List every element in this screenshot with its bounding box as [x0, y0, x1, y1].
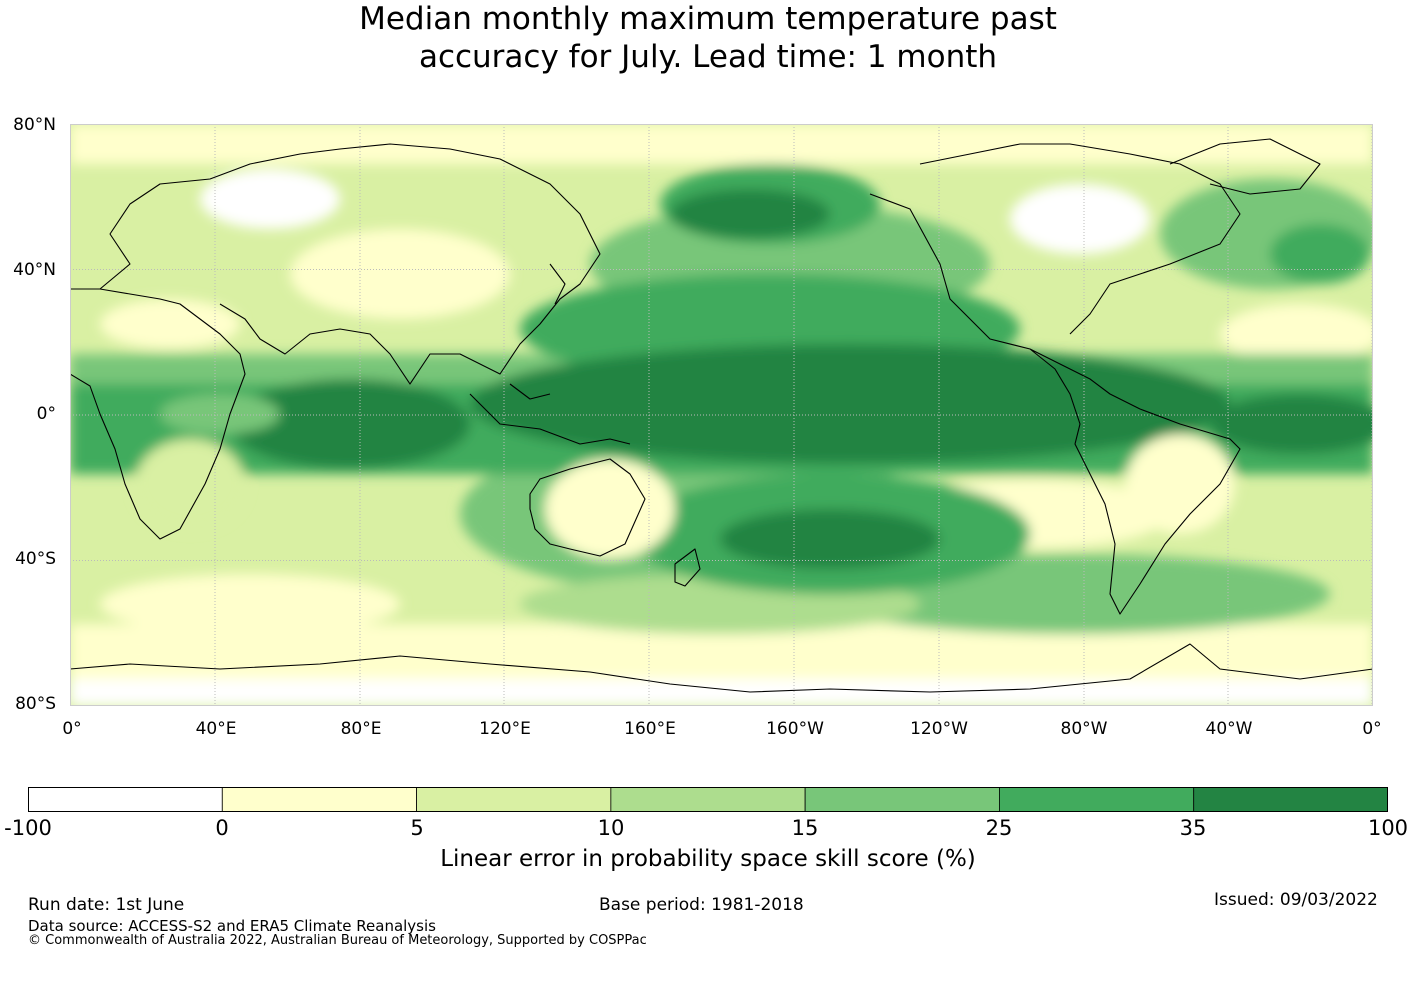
colorbar-tick: 35: [1179, 816, 1207, 840]
colorbar-tick: -100: [4, 816, 52, 840]
colorbar-segment: [221, 787, 417, 812]
data-source: Data source: ACCESS-S2 and ERA5 Climate …: [28, 917, 436, 935]
colorbar: [28, 787, 1388, 812]
lon-label-0-east: 0°: [1362, 719, 1382, 739]
lat-label-80s: 80°S: [15, 694, 56, 714]
run-date: Run date: 1st June: [28, 895, 185, 915]
lat-label-equator: 0°: [36, 404, 56, 424]
lon-label-40e: 40°E: [195, 719, 237, 739]
lon-label-120w: 120°W: [910, 719, 968, 739]
lon-label-80w: 80°W: [1060, 719, 1108, 739]
lon-label-0: 0°: [62, 719, 82, 739]
colorbar-segment: [416, 787, 612, 812]
colorbar-segment: [1193, 787, 1388, 812]
colorbar-segment: [804, 787, 1000, 812]
colorbar-border: [28, 787, 1388, 812]
lat-label-40s: 40°S: [15, 549, 56, 569]
title-line-2: accuracy for July. Lead time: 1 month: [418, 39, 998, 75]
lat-label-80n: 80°N: [13, 115, 56, 135]
colorbar-tick: 0: [215, 816, 229, 840]
colorbar-segment: [999, 787, 1195, 812]
colorbar-label: Linear error in probability space skill …: [440, 846, 976, 872]
lon-label-160e: 160°E: [624, 719, 676, 739]
issued-date: Issued: 09/03/2022: [1214, 890, 1378, 910]
lon-label-160w: 160°W: [766, 719, 824, 739]
lon-label-120e: 120°E: [479, 719, 531, 739]
map-canvas: [70, 124, 1373, 706]
colorbar-tick: 5: [410, 816, 424, 840]
colorbar-tick: 10: [597, 816, 625, 840]
lon-label-40w: 40°W: [1205, 719, 1253, 739]
title-line-1: Median monthly maximum temperature past: [359, 1, 1057, 37]
lon-label-80e: 80°E: [340, 719, 382, 739]
copyright-notice: © Commonwealth of Australia 2022, Austra…: [28, 933, 647, 948]
colorbar-tick: 100: [1367, 816, 1409, 840]
colorbar-segment: [610, 787, 806, 812]
skill-score-map: [70, 124, 1373, 706]
colorbar-segment: [28, 787, 223, 812]
colorbar-tick: 15: [791, 816, 819, 840]
base-period: Base period: 1981-2018: [599, 895, 804, 915]
lat-label-40n: 40°N: [13, 260, 56, 280]
colorbar-tick: 25: [985, 816, 1013, 840]
